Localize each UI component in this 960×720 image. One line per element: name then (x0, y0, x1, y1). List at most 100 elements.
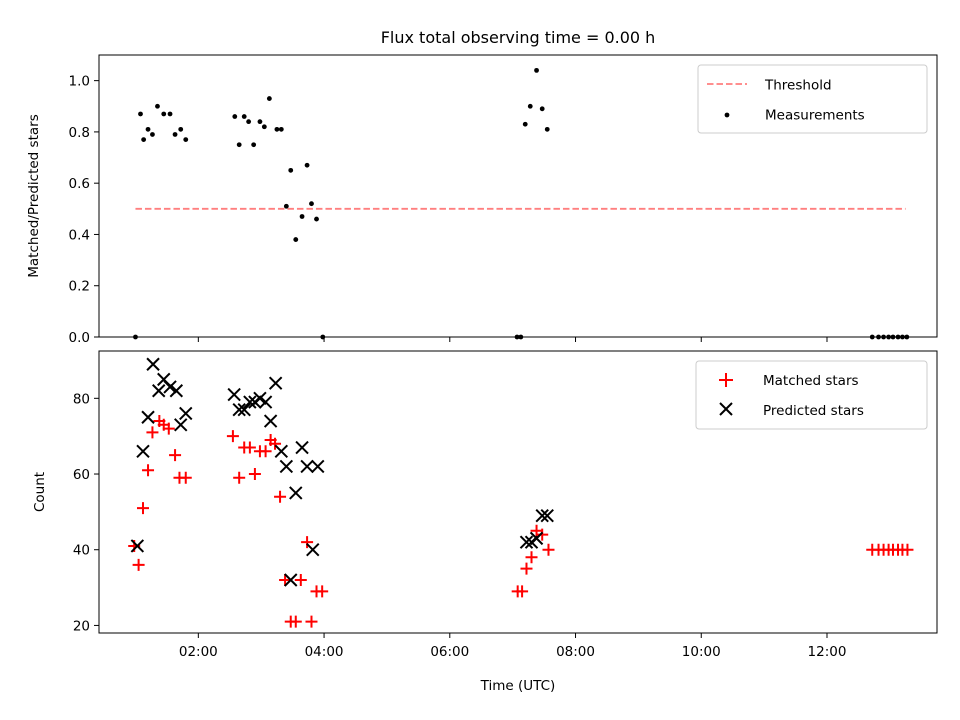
bottom-y-tick-label: 20 (73, 618, 90, 634)
predicted-star-point (311, 459, 325, 474)
matched-star-point (243, 441, 256, 454)
bottom-y-tick-label: 60 (73, 467, 90, 483)
measurement-point (278, 126, 284, 132)
predicted-star-point (152, 384, 166, 398)
matched-star-point (301, 536, 314, 549)
measurement-point (293, 237, 299, 242)
matched-star-point (179, 471, 192, 484)
legend-measurements-swatch (724, 112, 730, 118)
top-y-tick-label: 0.8 (69, 125, 90, 141)
measurement-point (246, 119, 252, 125)
measurement-point (283, 203, 289, 209)
bottom-y-axis-label: Count (32, 472, 48, 512)
bottom-x-axis: 02:00 04:00 06:00 08:00 10:00 12:00 (179, 633, 847, 660)
bottom-axes-frame (98, 350, 938, 634)
predicted-star-point (253, 391, 267, 406)
matched-star-point (274, 490, 287, 503)
matched-star-point (132, 558, 145, 571)
predicted-star-point (263, 414, 278, 428)
chart-title: Flux total observing time = 0.00 h (381, 28, 656, 47)
predicted-star-point (274, 444, 289, 459)
predicted-star-point (268, 376, 283, 390)
matched-star-point (146, 426, 159, 439)
legend-predicted-label: Predicted stars (763, 403, 864, 419)
x-tick-label: 10:00 (682, 644, 721, 660)
measurement-point (544, 126, 550, 132)
matched-star-point (162, 422, 175, 435)
bottom-plot-area (128, 357, 914, 628)
predicted-star-point (136, 444, 150, 459)
x-tick-label: 04:00 (305, 644, 344, 660)
bottom-legend-box (695, 360, 928, 430)
measurement-point (288, 167, 294, 173)
legend-matched-swatch (719, 373, 733, 387)
measurement-point (178, 126, 184, 132)
predicted-star-point (258, 395, 273, 409)
legend-threshold-label: Threshold (764, 78, 832, 94)
measurement-point (183, 137, 189, 143)
predicted-star-point (284, 573, 298, 587)
predicted-star-point (237, 402, 251, 417)
matched-star-point (305, 615, 318, 628)
matched-star-point (142, 464, 155, 477)
x-tick-label: 06:00 (430, 644, 469, 660)
top-legend-box (697, 64, 928, 134)
predicted-star-point (179, 406, 193, 421)
top-y-tick-label: 1.0 (69, 74, 90, 90)
bottom-y-axis: 20 40 60 80 (73, 391, 99, 634)
x-tick-label: 12:00 (808, 644, 847, 660)
predicted-star-point (535, 508, 549, 523)
predicted-star-point (519, 535, 534, 549)
measurement-point (257, 119, 263, 125)
matched-star-point (137, 502, 150, 515)
matched-star-point (259, 445, 272, 458)
top-axes-frame (98, 54, 938, 338)
matched-star-point (520, 562, 533, 575)
predicted-star-point (243, 395, 257, 409)
legend-matched-label: Matched stars (763, 373, 859, 389)
predicted-star-point (289, 486, 303, 500)
top-y-tick-label: 0.4 (69, 227, 90, 243)
predicted-star-point (295, 440, 309, 455)
top-y-axis: 0.0 0.2 0.4 0.6 0.8 1.0 (69, 74, 99, 346)
predicted-star-point (141, 410, 155, 424)
predicted-star-point (163, 380, 177, 394)
predicted-star-point (279, 459, 294, 474)
measurement-point (145, 126, 151, 132)
measurement-point (522, 121, 528, 127)
predicted-star-point (540, 508, 554, 523)
top-y-tick-label: 0.0 (69, 330, 90, 346)
top-plot-area (133, 67, 910, 340)
measurement-point (251, 142, 257, 148)
matched-star-point (233, 471, 246, 484)
top-y-tick-label: 0.2 (69, 279, 90, 295)
measurement-point (299, 214, 305, 219)
measurement-point (304, 162, 310, 168)
measurement-point (155, 103, 160, 109)
top-panel: 0.0 0.2 0.4 0.6 0.8 1.0 Matched/Predicted sta… (26, 54, 938, 346)
x-axis-label: Time (UTC) (480, 678, 556, 694)
top-y-tick-label: 0.6 (69, 176, 90, 192)
measurement-point (161, 111, 167, 117)
measurement-point (527, 103, 533, 109)
predicted-star-point (306, 543, 320, 557)
bottom-y-tick-label: 40 (73, 543, 90, 559)
matched-star-point (901, 543, 914, 556)
legend-measurements-label: Measurements (765, 108, 865, 124)
matched-star-point (536, 528, 549, 541)
matched-star-point (294, 574, 307, 587)
predicted-star-point (130, 539, 145, 553)
measurement-point (141, 137, 147, 143)
legend-predicted-swatch (719, 402, 733, 416)
measurement-point (274, 126, 280, 132)
predicted-star-point (227, 387, 241, 402)
matched-star-point (169, 449, 182, 462)
measurement-point (236, 142, 242, 148)
measurement-point (241, 114, 247, 119)
predicted-star-point (174, 418, 188, 432)
predicted-star-point (169, 384, 184, 398)
matched-star-point (279, 574, 292, 587)
measurement-point (266, 96, 272, 101)
